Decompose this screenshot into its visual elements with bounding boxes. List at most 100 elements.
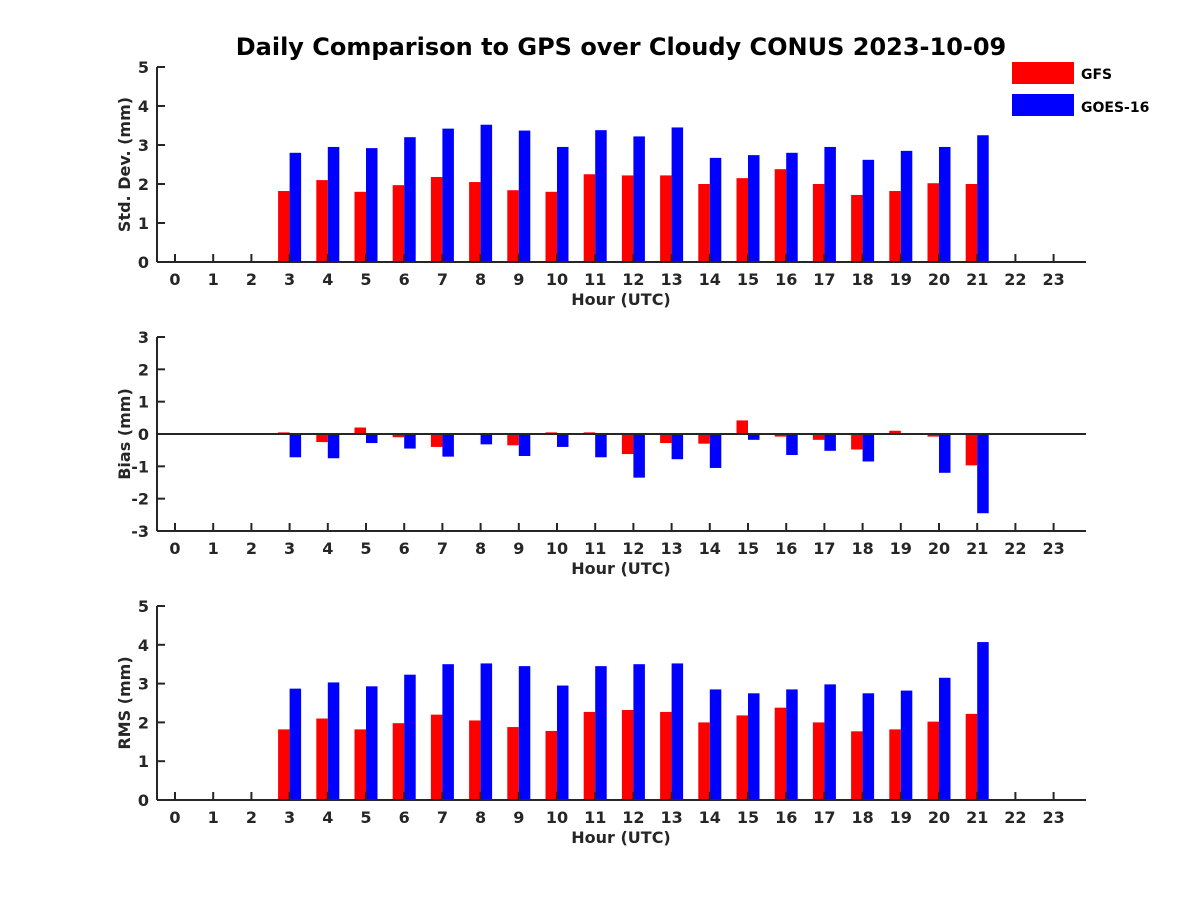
std-dev-mm-x-tick-label: 16 — [775, 270, 797, 289]
bias-mm-x-tick-label: 0 — [169, 539, 180, 558]
rms-mm-x-tick-label: 14 — [699, 808, 721, 827]
rms-mm-x-tick-label: 17 — [813, 808, 835, 827]
std-dev-mm-x-tick-label: 4 — [322, 270, 333, 289]
rms-mm-x-tick-label: 13 — [660, 808, 682, 827]
rms-mm-x-tick-label: 15 — [737, 808, 759, 827]
rms-mm-bar-gfs-hour-5 — [354, 729, 366, 800]
bias-mm-bar-goes-16-hour-16 — [786, 434, 798, 456]
std-dev-mm-bar-gfs-hour-6 — [392, 185, 405, 262]
rms-mm-x-tick-label: 8 — [475, 808, 486, 827]
bias-mm-bar-goes-16-hour-17 — [824, 434, 836, 451]
rms-mm-bar-gfs-hour-19 — [889, 729, 901, 800]
rms-mm-bar-goes-16-hour-21 — [977, 642, 989, 800]
bias-mm-bar-gfs-hour-7 — [430, 434, 443, 447]
bias-mm-x-tick-label: 23 — [1042, 539, 1064, 558]
bias-mm-x-axis-label: Hour (UTC) — [571, 559, 671, 578]
std-dev-mm-bar-gfs-hour-12 — [621, 175, 634, 262]
bias-mm-bar-goes-16-hour-8 — [480, 434, 493, 445]
bias-mm-x-tick-label: 9 — [513, 539, 524, 558]
bias-mm-x-tick-label: 5 — [360, 539, 371, 558]
rms-mm-x-tick-label: 2 — [246, 808, 257, 827]
bias-mm-bar-goes-16-hour-9 — [518, 434, 531, 456]
rms-mm-x-axis-label: Hour (UTC) — [571, 828, 671, 847]
std-dev-mm-bar-gfs-hour-10 — [545, 191, 557, 262]
bias-mm-bar-goes-16-hour-18 — [862, 434, 875, 462]
std-dev-mm-bar-goes-16-hour-11 — [595, 130, 607, 262]
rms-mm-x-tick-label: 23 — [1042, 808, 1064, 827]
std-dev-mm-bar-goes-16-hour-12 — [633, 136, 645, 262]
rms-mm-bar-goes-16-hour-6 — [404, 674, 416, 800]
rms-mm-bar-gfs-hour-10 — [545, 730, 557, 800]
bias-mm-bar-goes-16-hour-12 — [633, 434, 645, 478]
rms-mm-x-tick-label: 19 — [890, 808, 912, 827]
bias-mm-bar-gfs-hour-5 — [354, 427, 366, 434]
rms-mm-x-tick-label: 12 — [622, 808, 644, 827]
std-dev-mm-x-tick-label: 8 — [475, 270, 486, 289]
std-dev-mm-x-tick-label: 13 — [660, 270, 682, 289]
rms-mm-bar-gfs-hour-11 — [583, 711, 596, 800]
rms-mm-y-axis-label: RMS (mm) — [115, 656, 134, 749]
std-dev-mm-x-tick-label: 12 — [622, 270, 644, 289]
rms-mm-x-tick-label: 16 — [775, 808, 797, 827]
bias-mm-bar-gfs-hour-18 — [851, 434, 863, 450]
bias-mm-bar-goes-16-hour-21 — [977, 434, 989, 514]
std-dev-mm-x-tick-label: 3 — [284, 270, 295, 289]
std-dev-mm-y-tick-label: 3 — [138, 136, 149, 155]
rms-mm-x-tick-label: 5 — [360, 808, 371, 827]
bias-mm-x-tick-label: 22 — [1004, 539, 1026, 558]
std-dev-mm-bar-goes-16-hour-18 — [862, 159, 875, 262]
bias-mm-x-tick-label: 7 — [437, 539, 448, 558]
std-dev-mm-bar-goes-16-hour-7 — [442, 128, 454, 262]
bias-mm-y-tick-label: -2 — [131, 490, 149, 509]
bias-mm-x-tick-label: 12 — [622, 539, 644, 558]
std-dev-mm-y-tick-label: 4 — [138, 97, 149, 116]
std-dev-mm-x-tick-label: 23 — [1042, 270, 1064, 289]
std-dev-mm-x-tick-label: 21 — [966, 270, 988, 289]
std-dev-mm-x-tick-label: 0 — [169, 270, 180, 289]
std-dev-mm-bar-goes-16-hour-21 — [977, 135, 989, 262]
bias-mm-bar-goes-16-hour-14 — [709, 434, 722, 468]
rms-mm-bar-goes-16-hour-11 — [595, 666, 607, 800]
rms-mm-bar-goes-16-hour-10 — [557, 685, 569, 800]
rms-mm-x-tick-label: 6 — [399, 808, 410, 827]
std-dev-mm-bar-gfs-hour-15 — [736, 178, 748, 262]
rms-mm-bar-goes-16-hour-8 — [480, 663, 493, 800]
std-dev-mm-bar-gfs-hour-7 — [430, 176, 443, 262]
std-dev-mm-bar-gfs-hour-9 — [507, 190, 519, 262]
rms-mm-bar-goes-16-hour-3 — [289, 688, 302, 800]
std-dev-mm-bar-gfs-hour-17 — [812, 184, 825, 262]
rms-mm-bar-gfs-hour-8 — [469, 720, 481, 800]
std-dev-mm-x-tick-label: 22 — [1004, 270, 1026, 289]
std-dev-mm-x-tick-label: 1 — [208, 270, 219, 289]
legend-swatch-goes16 — [1012, 94, 1074, 116]
rms-mm-y-tick-label: 3 — [138, 675, 149, 694]
std-dev-mm-bar-goes-16-hour-15 — [748, 155, 760, 262]
rms-mm-bar-gfs-hour-12 — [621, 709, 634, 800]
rms-mm-y-tick-label: 5 — [138, 597, 149, 616]
std-dev-mm-bar-gfs-hour-14 — [698, 184, 710, 262]
rms-mm-bar-gfs-hour-3 — [278, 729, 290, 800]
std-dev-mm-y-axis-label: Std. Dev. (mm) — [115, 97, 134, 232]
bias-mm-x-tick-label: 11 — [584, 539, 606, 558]
std-dev-mm-x-tick-label: 10 — [546, 270, 568, 289]
std-dev-mm-x-tick-label: 17 — [813, 270, 835, 289]
rms-mm-bar-gfs-hour-6 — [392, 723, 405, 800]
rms-mm-bar-goes-16-hour-14 — [709, 689, 722, 800]
std-dev-mm-bar-goes-16-hour-16 — [786, 152, 798, 262]
rms-mm-y-tick-label: 2 — [138, 713, 149, 732]
std-dev-mm-x-tick-label: 14 — [699, 270, 721, 289]
rms-mm-bar-goes-16-hour-9 — [518, 666, 531, 800]
rms-mm-x-tick-label: 18 — [851, 808, 873, 827]
std-dev-mm-x-tick-label: 7 — [437, 270, 448, 289]
legend: GFS GOES-16 — [1012, 62, 1149, 116]
std-dev-mm-x-tick-label: 15 — [737, 270, 759, 289]
std-dev-mm-bar-gfs-hour-3 — [278, 191, 290, 262]
legend-swatch-gfs — [1012, 62, 1074, 84]
rms-mm-x-tick-label: 9 — [513, 808, 524, 827]
bias-mm-bar-goes-16-hour-7 — [442, 434, 454, 457]
rms-mm-x-tick-label: 0 — [169, 808, 180, 827]
bias-mm-bar-gfs-hour-9 — [507, 434, 519, 446]
std-dev-mm-bar-goes-16-hour-19 — [900, 150, 913, 262]
